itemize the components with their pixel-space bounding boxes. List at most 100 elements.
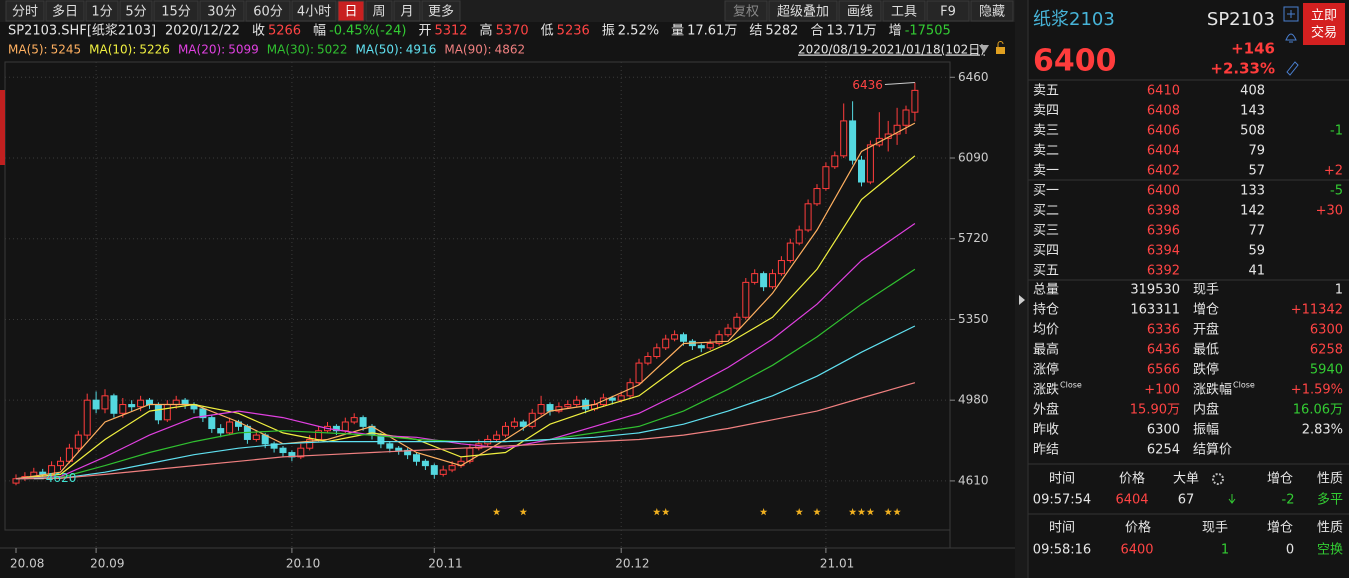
stat-label: 增仓 xyxy=(1193,303,1219,318)
bell-icon[interactable] xyxy=(1285,33,1297,43)
tab-button[interactable] xyxy=(119,0,153,22)
add-icon xyxy=(1287,10,1295,18)
table-header: 价格 xyxy=(1125,520,1151,536)
tool-label[interactable]: 复权 xyxy=(733,4,759,20)
max-label: 6436 xyxy=(852,78,883,92)
book-price: 6404 xyxy=(1147,144,1180,159)
tool-label[interactable]: 工具 xyxy=(891,5,917,20)
tool-button[interactable] xyxy=(768,0,838,22)
tab-button[interactable] xyxy=(5,0,45,22)
tab-button[interactable] xyxy=(45,0,85,22)
settings-icon[interactable] xyxy=(1212,473,1224,485)
candle-body xyxy=(564,404,572,408)
trade-button-label[interactable]: 交易 xyxy=(1311,25,1337,41)
table-header: 现手 xyxy=(1202,521,1228,536)
instrument-code: SP2103 xyxy=(1207,9,1275,30)
tab-label[interactable]: 15分 xyxy=(161,5,191,20)
tab-label[interactable]: 日 xyxy=(344,5,357,20)
tab-label[interactable]: 多日 xyxy=(52,4,78,20)
tab-label[interactable]: 周 xyxy=(372,5,385,20)
expand-arrow[interactable] xyxy=(1019,295,1025,305)
info-label: 增 xyxy=(889,24,902,39)
table-cell: 67 xyxy=(1178,493,1195,508)
lock-icon[interactable] xyxy=(996,47,1005,54)
tool-label[interactable]: F9 xyxy=(940,5,956,20)
tab-label[interactable]: 月 xyxy=(400,5,413,20)
tab-button[interactable] xyxy=(291,0,337,22)
legend-name: MA(20): xyxy=(178,43,225,57)
book-volume: 57 xyxy=(1248,164,1265,179)
book-label: 买五 xyxy=(1033,264,1059,279)
add-button[interactable] xyxy=(1283,6,1299,22)
candle-body xyxy=(510,421,518,427)
candle-body xyxy=(386,443,394,449)
trade-button[interactable] xyxy=(1303,3,1345,45)
x-tick-label: 21.01 xyxy=(820,557,854,571)
signal-star xyxy=(653,508,661,516)
tab-button[interactable] xyxy=(85,0,119,22)
x-tick-label: 20.09 xyxy=(90,557,124,571)
table-header: 大单 xyxy=(1173,472,1199,487)
candle-body xyxy=(680,334,687,342)
tab-button[interactable] xyxy=(337,0,365,22)
tab-button[interactable] xyxy=(245,0,291,22)
tab-label[interactable]: 5分 xyxy=(125,5,146,20)
tab-button[interactable] xyxy=(199,0,245,22)
tool-button[interactable] xyxy=(724,0,768,22)
candle-body xyxy=(119,404,127,414)
table-header: 性质 xyxy=(1317,472,1343,487)
signal-star xyxy=(492,508,501,516)
tab-label[interactable]: 30分 xyxy=(207,5,237,20)
table-cell: 09:57:54 xyxy=(1033,493,1091,508)
date-range[interactable]: 2020/08/19-2021/01/18(102日) xyxy=(798,43,985,57)
book-change: +30 xyxy=(1316,204,1343,219)
range-dropdown[interactable] xyxy=(979,45,989,53)
book-volume: 142 xyxy=(1240,204,1265,219)
tab-button[interactable] xyxy=(393,0,421,22)
stat-label: 最高 xyxy=(1033,342,1059,358)
tab-button[interactable] xyxy=(365,0,393,22)
table-header: 时间 xyxy=(1049,472,1075,487)
tab-label[interactable]: 分时 xyxy=(12,5,38,20)
tool-label[interactable]: 隐藏 xyxy=(979,5,1005,20)
legend-name: MA(90): xyxy=(444,43,491,57)
table-cell: 多平 xyxy=(1317,492,1343,508)
table-cell: 6400 xyxy=(1120,543,1153,558)
tool-label[interactable]: 超级叠加 xyxy=(777,5,829,20)
table-cell: 空换 xyxy=(1317,543,1343,558)
tab-button[interactable] xyxy=(153,0,199,22)
book-label: 卖一 xyxy=(1033,164,1059,179)
splitter[interactable] xyxy=(1015,0,1028,578)
book-price: 6398 xyxy=(1147,204,1180,219)
candle-body xyxy=(395,447,403,451)
tab-label[interactable]: 60分 xyxy=(253,5,283,20)
tool-button[interactable] xyxy=(838,0,882,22)
tool-button[interactable] xyxy=(926,0,970,22)
tab-label[interactable]: 4小时 xyxy=(297,5,331,20)
tab-label[interactable]: 1分 xyxy=(91,5,112,20)
stat-label: 开盘 xyxy=(1193,322,1219,338)
candle-body xyxy=(573,399,581,406)
candle-body xyxy=(359,417,367,427)
candle-body xyxy=(777,260,785,275)
trade-button-label[interactable]: 立即 xyxy=(1311,9,1337,24)
candle-body xyxy=(644,356,652,364)
tab-button[interactable] xyxy=(421,0,461,22)
table-cell: 09:58:16 xyxy=(1033,543,1091,558)
stat-value: 1 xyxy=(1335,283,1343,298)
candle-body xyxy=(208,417,216,430)
tool-label[interactable]: 画线 xyxy=(847,5,873,20)
info-value: 5370 xyxy=(496,24,529,39)
signal-star xyxy=(795,508,803,516)
y-tick-label: 5350 xyxy=(958,312,989,326)
candle-body xyxy=(804,203,812,231)
book-price: 6408 xyxy=(1147,104,1180,119)
price-change: +146 xyxy=(1231,40,1275,58)
tool-button[interactable] xyxy=(970,0,1014,22)
candle-body xyxy=(306,438,314,449)
signal-star xyxy=(893,508,901,516)
tool-button[interactable] xyxy=(882,0,926,22)
edit-icon[interactable] xyxy=(1286,61,1299,76)
candle-body xyxy=(911,89,919,113)
tab-label[interactable]: 更多 xyxy=(428,4,454,20)
